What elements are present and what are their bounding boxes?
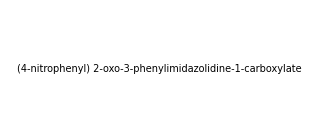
Text: (4-nitrophenyl) 2-oxo-3-phenylimidazolidine-1-carboxylate: (4-nitrophenyl) 2-oxo-3-phenylimidazolid… [17,64,302,74]
